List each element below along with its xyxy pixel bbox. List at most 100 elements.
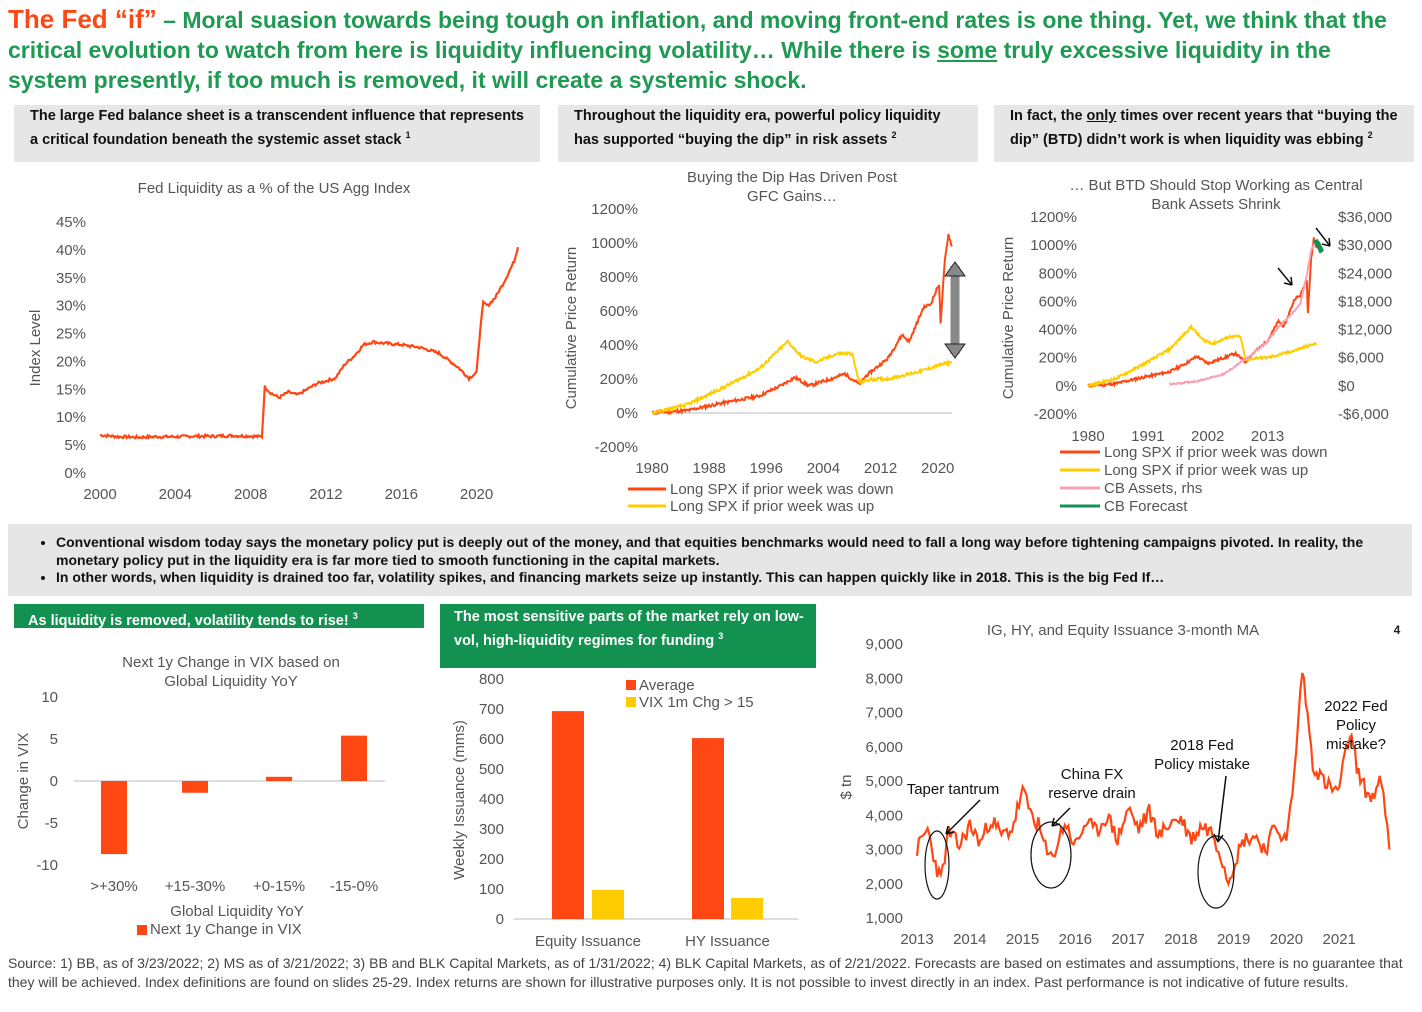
chart6-x-tick: 2016: [1059, 931, 1092, 948]
chart1-x-tick: 2016: [385, 486, 418, 503]
chart4-y-tick: 10: [41, 689, 58, 706]
chart2-legend-label: Long SPX if prior week was up: [670, 498, 874, 515]
chart1-y-tick: 10%: [56, 409, 86, 426]
chart5-y-tick: 600: [479, 731, 504, 748]
chart6-y-tick: 2,000: [865, 876, 903, 893]
chart3-y2-tick: $6,000: [1338, 350, 1384, 367]
chart3-arrow-1: [1277, 267, 1293, 286]
chart2-x-tick: 1996: [750, 460, 783, 477]
chart5-legend-label: VIX 1m Chg > 15: [639, 694, 754, 711]
chart6-x-tick: 2019: [1217, 931, 1250, 948]
chart1-x-tick: 2012: [309, 486, 342, 503]
chart-vix-change: Next 1y Change in VIX based on Global Liq…: [15, 654, 385, 938]
chart1-y-tick: 15%: [56, 381, 86, 398]
chart1-y-tick: 0%: [64, 465, 86, 482]
chart4-y-tick: -5: [45, 815, 58, 832]
chart6-arrow-taper: [945, 799, 981, 835]
chart3-y-tick: 1200%: [1030, 209, 1077, 226]
chart6-circle-china: [1030, 821, 1072, 889]
chart2-x-tick: 2012: [864, 460, 897, 477]
chart5-legend-swatch: [626, 680, 636, 690]
chart6-circle-2018: [1197, 835, 1235, 909]
chart5-y-tick: 700: [479, 701, 504, 718]
chart6-annotation-2018-2: Policy mistake: [1154, 756, 1250, 773]
chart4-y-label: Change in VIX: [15, 733, 32, 830]
chart5-y-tick: 400: [479, 791, 504, 808]
chart2-y-tick: 200%: [600, 371, 638, 388]
chart2-y-tick: 1000%: [591, 235, 638, 252]
chart5-y-tick: 500: [479, 761, 504, 778]
chart1-x-tick: 2000: [83, 486, 116, 503]
chart2-series-2: [651, 338, 953, 416]
chart3-y-tick: 600%: [1039, 293, 1077, 310]
panel-header-4-note: 3: [352, 611, 358, 621]
chart5-y-tick: 100: [479, 881, 504, 898]
chart6-arrow-china: [1051, 807, 1071, 827]
chart1-series-line: [99, 246, 520, 440]
panel-header-3-post: times over recent years that “buying the…: [1010, 108, 1398, 148]
chart3-arrow-1-head: [1283, 276, 1293, 286]
title-part1: – Moral suasion towards being tough on i…: [8, 7, 1387, 63]
chart2-x-tick: 1980: [635, 460, 668, 477]
chart2-y-tick: 800%: [600, 269, 638, 286]
chart2-y-tick: -200%: [595, 439, 638, 456]
chart3-y-label: Cumulative Price Return: [1000, 237, 1017, 400]
panel-header-2: Throughout the liquidity era, powerful p…: [558, 105, 978, 162]
chart3-legend-label: CB Forecast: [1104, 498, 1188, 515]
chart5-x-tick: HY Issuance: [685, 933, 770, 950]
title-fed-if: The Fed “if”: [8, 4, 157, 34]
chart3-legend-label: Long SPX if prior week was down: [1104, 444, 1327, 461]
chart2-x-tick: 1988: [692, 460, 725, 477]
chart6-title: IG, HY, and Equity Issuance 3-month MA: [987, 622, 1259, 639]
chart1-y-tick: 20%: [56, 353, 86, 370]
chart4-y-tick: 5: [50, 731, 58, 748]
chart4-legend-label: Next 1y Change in VIX: [150, 921, 302, 938]
chart2-y-tick: 400%: [600, 337, 638, 354]
chart3-arrow-2-head: [1321, 237, 1331, 247]
title-some: some: [937, 37, 998, 63]
chart4-x-tick: >+30%: [90, 878, 138, 895]
chart1-x-tick: 2004: [159, 486, 192, 503]
chart3-series-3: [1168, 239, 1318, 387]
chart5-x-tick: Equity Issuance: [535, 933, 641, 950]
chart2-y-tick: 0%: [616, 405, 638, 422]
page-title: The Fed “if” – Moral suasion towards bei…: [8, 4, 1408, 95]
panel-header-2-note: 2: [891, 129, 897, 140]
chart4-y-tick: -10: [36, 857, 58, 874]
panel-header-3-only: only: [1086, 108, 1117, 124]
chart3-title-line-1: … But BTD Should Stop Working as Central: [1069, 177, 1362, 194]
chart6-y-tick: 6,000: [865, 739, 903, 756]
chart3-y2-tick: $30,000: [1338, 237, 1392, 254]
chart2-legend-label: Long SPX if prior week was down: [670, 481, 893, 498]
chart4-x-label: Global Liquidity YoY: [170, 903, 303, 920]
chart-issuance-ma: IG, HY, and Equity Issuance 3-month MA 4 1…: [838, 622, 1401, 948]
chart3-y-tick: 400%: [1039, 322, 1077, 339]
chart1-y-tick: 5%: [64, 437, 86, 454]
chart6-y-tick: 5,000: [865, 773, 903, 790]
chart3-x-tick: 2002: [1191, 428, 1224, 445]
panel-header-3-pre: In fact, the: [1010, 108, 1087, 124]
chart6-arrow-2018: [1213, 775, 1227, 843]
chart6-note: 4: [1394, 623, 1401, 637]
chart6-x-tick: 2014: [953, 931, 986, 948]
chart5-y-tick: 800: [479, 671, 504, 688]
chart6-annotation-taper: Taper tantrum: [907, 781, 1000, 798]
chart3-y-tick: 200%: [1039, 350, 1077, 367]
chart2-x-tick: 2004: [807, 460, 840, 477]
chart-btd-cb-assets: … But BTD Should Stop Working as Central…: [1000, 177, 1392, 515]
chart3-series-2: [1087, 323, 1318, 389]
chart1-x-tick: 2020: [460, 486, 493, 503]
chart3-legend-label: CB Assets, rhs: [1104, 480, 1202, 497]
chart6-x-tick: 2013: [900, 931, 933, 948]
chart6-y-tick: 8,000: [865, 670, 903, 687]
chart3-title-line-2: Bank Assets Shrink: [1151, 196, 1281, 213]
chart3-y-tick: 800%: [1039, 265, 1077, 282]
chart4-title-line-2: Global Liquidity YoY: [164, 673, 297, 690]
chart6-x-tick: 2020: [1270, 931, 1303, 948]
chart6-series-line: [915, 672, 1391, 888]
chart6-annotation-2022-1: 2022 Fed: [1324, 698, 1387, 715]
panel-header-4-text: As liquidity is removed, volatility tend…: [28, 612, 349, 629]
chart2-series-1: [651, 233, 953, 416]
chart1-y-tick: 30%: [56, 298, 86, 315]
chart4-bar: [266, 776, 292, 781]
